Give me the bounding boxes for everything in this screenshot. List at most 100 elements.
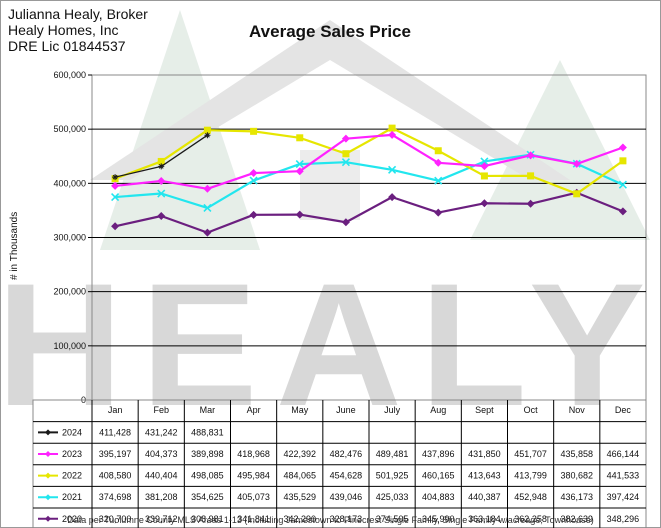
x-tick-label: June	[336, 405, 356, 415]
data-label: 308,981	[191, 514, 224, 524]
data-label: 328,173	[330, 514, 363, 524]
data-point-2022	[573, 190, 581, 198]
y-tick-label: 400,000	[53, 178, 86, 188]
data-label: 435,858	[560, 449, 593, 459]
data-label: 489,481	[376, 449, 409, 459]
data-label: 501,925	[376, 471, 409, 481]
data-label: 413,643	[468, 471, 501, 481]
data-label: 484,065	[283, 471, 316, 481]
legend-entry: 2020	[62, 514, 82, 524]
data-point-2020	[157, 211, 166, 220]
data-point-2022	[157, 157, 165, 165]
y-tick-label: 600,000	[53, 70, 86, 80]
data-label: 411,428	[99, 427, 131, 437]
data-point-2020	[295, 210, 304, 219]
data-point-2020	[249, 210, 258, 219]
data-point-2020	[388, 193, 397, 202]
data-point-2023	[249, 169, 258, 178]
data-label: 439,046	[330, 492, 363, 502]
plot-area: 0100,000200,000300,000400,000500,000600,…	[53, 70, 647, 405]
legend-entry: 2023	[62, 449, 82, 459]
data-label: 363,184	[468, 514, 501, 524]
y-tick-label: 100,000	[53, 341, 86, 351]
data-point-2022	[619, 157, 627, 165]
x-tick-label: Jan	[108, 405, 123, 415]
data-point-2023	[203, 184, 212, 193]
data-label: 413,799	[514, 471, 547, 481]
data-point-2020	[111, 222, 120, 231]
data-label: 339,712	[145, 514, 178, 524]
data-point-2021	[249, 176, 258, 185]
data-label: 348,296	[607, 514, 640, 524]
watermark-house-window	[300, 150, 360, 220]
data-point-2024	[204, 132, 211, 139]
x-tick-label: Sept	[475, 405, 494, 415]
data-label: 435,529	[283, 492, 316, 502]
data-label: 395,197	[99, 449, 132, 459]
data-label: 498,085	[191, 471, 224, 481]
data-label: 374,505	[376, 514, 409, 524]
x-tick-label: Dec	[615, 405, 632, 415]
data-point-2022	[250, 127, 258, 135]
legend-entry: 2021	[62, 492, 82, 502]
data-point-2021	[111, 192, 120, 202]
data-label: 382,639	[560, 514, 593, 524]
y-tick-label: 300,000	[53, 233, 86, 243]
data-point-2020	[341, 218, 350, 227]
data-label: 422,392	[283, 449, 316, 459]
data-label: 454,628	[330, 471, 363, 481]
data-label: 374,698	[99, 492, 132, 502]
broker-name: Julianna Healy, Broker	[8, 6, 148, 22]
data-label: 389,898	[191, 449, 224, 459]
legend-entry: 2024	[62, 427, 82, 437]
data-point-2021	[157, 189, 166, 198]
series-line-2023	[114, 133, 624, 190]
legend-swatch-marker	[45, 515, 51, 522]
data-point-2020	[434, 208, 443, 217]
data-label: 381,208	[145, 492, 178, 502]
data-point-2023	[618, 143, 627, 152]
data-label: 405,073	[237, 492, 270, 502]
data-point-2023	[480, 162, 489, 171]
data-label: 495,984	[237, 471, 270, 481]
legend-swatch-marker	[45, 429, 51, 436]
y-tick-label: 200,000	[53, 287, 86, 297]
data-point-2023	[572, 159, 581, 168]
legend-swatch-marker	[45, 494, 51, 501]
chart-title: Average Sales Price	[249, 22, 411, 41]
x-tick-label: Aug	[430, 405, 446, 415]
legend-swatch-marker	[45, 451, 51, 457]
watermark-roof	[90, 20, 570, 180]
data-point-2022	[480, 172, 488, 180]
data-point-2023	[295, 167, 304, 176]
data-point-2022	[342, 150, 350, 158]
data-label: 440,404	[145, 471, 178, 481]
data-label: 418,968	[237, 449, 270, 459]
data-table: Jan Feb Mar Apr May June July Aug Sept Oct Nov Dec 2…	[32, 399, 647, 528]
data-point-2023	[341, 134, 350, 143]
data-label: 488,831	[191, 427, 224, 437]
data-label: 425,033	[376, 492, 409, 502]
data-label: 440,387	[468, 492, 501, 502]
data-label: 342,290	[283, 514, 316, 524]
data-label: 466,144	[607, 449, 640, 459]
data-point-2021	[203, 203, 212, 212]
data-label: 362,258	[514, 514, 547, 524]
data-label: 380,682	[560, 471, 593, 481]
data-label: 397,424	[607, 492, 640, 502]
series-line-2020	[114, 191, 624, 234]
data-point-2020	[526, 199, 535, 208]
x-tick-label: May	[291, 405, 309, 415]
data-point-2023	[434, 158, 443, 167]
data-label: 452,948	[514, 492, 547, 502]
data-point-2021	[295, 160, 304, 169]
data-label: 320,700	[99, 514, 132, 524]
legend-swatch-marker	[45, 472, 51, 479]
y-axis-label: # in Thousands	[9, 211, 20, 280]
series-line-2022	[114, 127, 624, 195]
data-point-2022	[527, 172, 535, 180]
data-point-2020	[480, 199, 489, 208]
data-label: 451,707	[514, 449, 547, 459]
data-point-2023	[526, 151, 535, 160]
